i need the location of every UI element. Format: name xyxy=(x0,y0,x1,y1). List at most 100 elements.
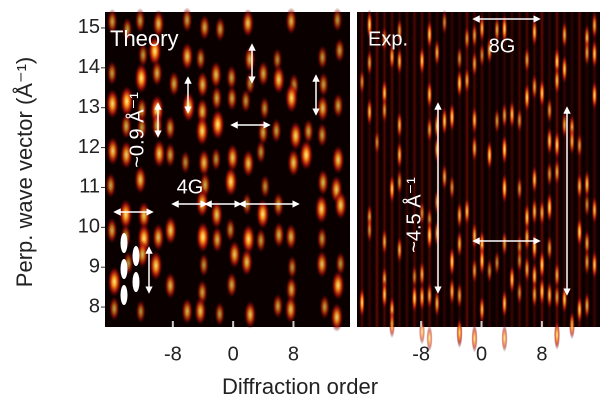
spot xyxy=(180,41,194,71)
spot xyxy=(335,251,346,276)
spot xyxy=(426,115,433,144)
spot xyxy=(318,71,329,98)
spot xyxy=(479,245,485,277)
spot xyxy=(591,79,598,111)
spot xyxy=(396,235,403,265)
spot xyxy=(257,60,270,88)
spot xyxy=(554,158,560,187)
streak xyxy=(449,12,455,327)
heatmap-theory xyxy=(105,7,348,332)
spot xyxy=(561,20,568,50)
spot xyxy=(396,140,403,170)
streak xyxy=(494,12,500,327)
spot xyxy=(546,191,553,224)
spot xyxy=(471,49,478,78)
spot xyxy=(591,249,598,280)
annotation: ~0.9 Å⁻¹ xyxy=(125,92,148,168)
spot xyxy=(569,310,575,340)
spot xyxy=(486,257,493,284)
y-tick-label: 14 xyxy=(78,56,100,78)
spot xyxy=(524,254,530,284)
spot xyxy=(314,193,329,225)
x-tick-label: 8 xyxy=(288,343,299,365)
spot xyxy=(539,198,545,227)
annotation: ~4.5 Å⁻¹ xyxy=(402,177,425,253)
spot xyxy=(284,295,297,324)
spot xyxy=(554,129,560,161)
x-tick-label: -8 xyxy=(164,343,182,365)
spot xyxy=(381,279,388,310)
spot xyxy=(554,65,560,96)
spot xyxy=(494,249,500,276)
spot xyxy=(471,21,478,50)
spot xyxy=(426,19,433,50)
spot xyxy=(259,96,270,121)
y-axis-label: Perp. wave vector (Å⁻¹) xyxy=(12,57,37,287)
spot xyxy=(531,231,538,263)
spot xyxy=(569,126,575,156)
spot xyxy=(381,227,388,256)
spot xyxy=(366,48,373,77)
spot xyxy=(524,223,530,253)
spot xyxy=(106,217,118,244)
spot xyxy=(211,226,223,254)
spot xyxy=(181,297,193,325)
streak xyxy=(374,12,380,327)
spot xyxy=(434,219,440,248)
streak xyxy=(516,12,523,327)
y-tick-label: 12 xyxy=(78,136,100,158)
annotation: 4G xyxy=(177,176,204,198)
spot xyxy=(539,77,545,109)
spot xyxy=(151,59,163,87)
spot xyxy=(315,250,328,279)
spot xyxy=(180,150,191,175)
spot xyxy=(242,149,255,178)
y-tick-label: 10 xyxy=(78,216,100,238)
spot xyxy=(501,324,508,353)
spot xyxy=(198,252,210,278)
spot xyxy=(316,226,328,252)
spot xyxy=(509,99,515,130)
spot xyxy=(195,115,209,147)
spot xyxy=(501,288,508,319)
spot xyxy=(456,67,463,99)
spot xyxy=(419,282,425,313)
streak xyxy=(576,12,583,327)
spot xyxy=(226,271,238,299)
y-tick-label: 15 xyxy=(78,16,100,38)
spot xyxy=(331,270,345,301)
spot xyxy=(106,136,120,166)
spot xyxy=(479,294,485,325)
spot xyxy=(501,172,508,205)
spot xyxy=(136,96,148,123)
spot xyxy=(108,295,120,322)
spot xyxy=(135,299,146,324)
spot xyxy=(152,138,166,169)
spot xyxy=(456,317,463,349)
spot xyxy=(272,64,286,95)
y-tick-label: 13 xyxy=(78,96,100,118)
spot xyxy=(539,276,545,307)
spot xyxy=(284,82,299,114)
spot xyxy=(426,219,433,252)
streak xyxy=(591,12,598,327)
y-tick-label: 8 xyxy=(89,295,100,317)
spot xyxy=(299,139,314,171)
spot xyxy=(524,81,530,114)
spot xyxy=(561,53,568,85)
annotation: 8G xyxy=(489,35,516,57)
spot xyxy=(456,281,463,310)
spot xyxy=(456,200,463,230)
spot xyxy=(516,279,523,306)
spot xyxy=(147,35,162,67)
spot xyxy=(531,196,538,226)
spot xyxy=(449,101,455,133)
spot xyxy=(136,114,148,141)
spot xyxy=(434,135,440,164)
spot xyxy=(396,17,403,45)
spot xyxy=(591,195,598,225)
spot xyxy=(244,300,257,329)
spot xyxy=(210,146,222,172)
spot xyxy=(317,168,329,197)
spot xyxy=(486,36,493,65)
